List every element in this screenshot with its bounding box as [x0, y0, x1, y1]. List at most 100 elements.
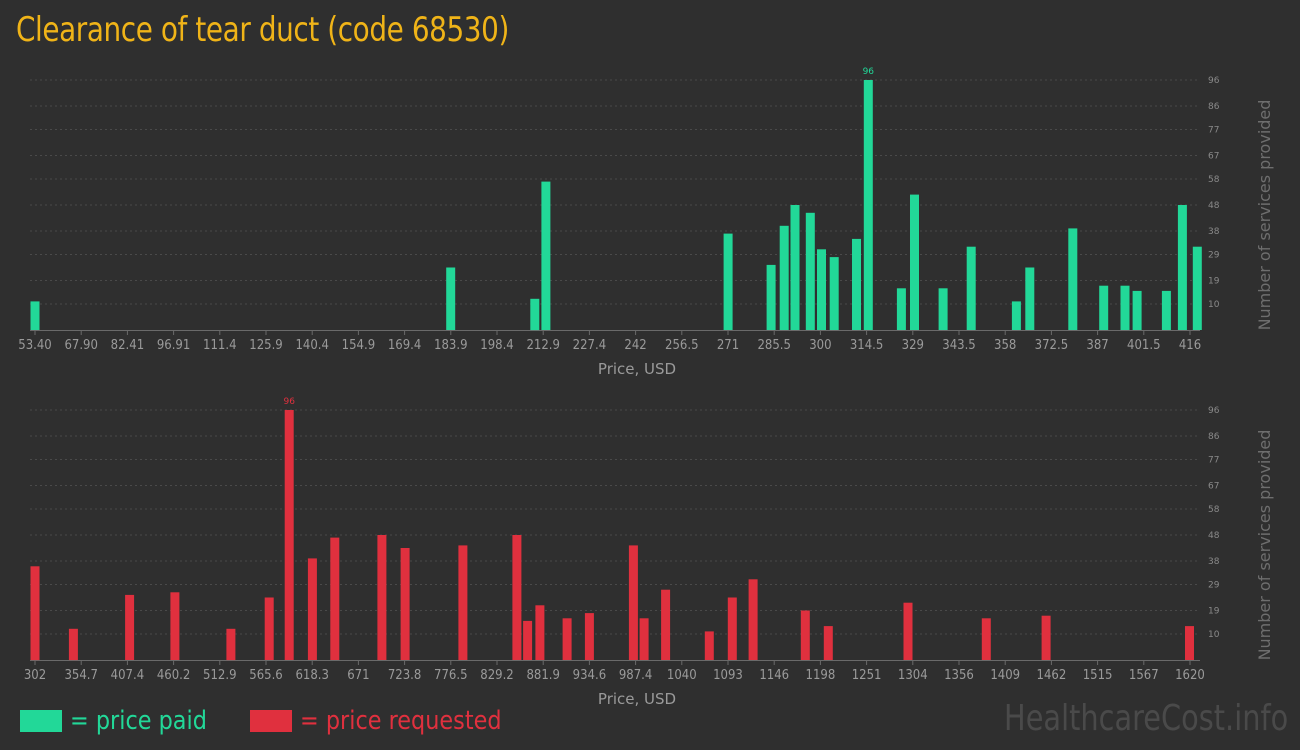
requested-x-tick-label: 1620: [1175, 668, 1205, 683]
requested-x-tick-label: 302: [24, 668, 46, 683]
paid-peak-label: 96: [863, 67, 875, 77]
requested-x-tick-label: 1040: [667, 668, 697, 683]
requested-bar: [704, 631, 714, 660]
requested-peak-label: 96: [283, 397, 295, 407]
paid-x-tick-label: 372.5: [1035, 338, 1068, 353]
requested-y-tick-label: 38: [1208, 557, 1220, 567]
paid-x-tick-label: 125.9: [249, 338, 282, 353]
paid-x-tick-label: 387: [1086, 338, 1108, 353]
requested-bar: [748, 579, 758, 660]
paid-x-tick-label: 82.41: [111, 338, 144, 353]
requested-x-tick-label: 776.5: [434, 668, 467, 683]
legend-swatch-requested: [250, 710, 292, 732]
paid-y-axis-label: Number of services provided: [1255, 100, 1274, 331]
paid-bar: [530, 298, 540, 331]
paid-bar: [1161, 290, 1171, 330]
paid-y-tick-label: 29: [1208, 250, 1220, 260]
paid-y-tick-label: 77: [1208, 125, 1219, 135]
paid-x-axis-label: Price, USD: [598, 360, 676, 378]
requested-bar: [639, 618, 649, 660]
requested-x-tick-label: 671: [347, 668, 369, 683]
paid-bar: [896, 288, 906, 330]
paid-x-tick-label: 96.91: [157, 338, 190, 353]
paid-bar: [1099, 285, 1109, 330]
requested-bar: [661, 589, 671, 660]
requested-x-tick-label: 1409: [990, 668, 1020, 683]
paid-x-tick-label: 401.5: [1127, 338, 1160, 353]
requested-x-tick-label: 1567: [1129, 668, 1159, 683]
paid-x-tick-label: 314.5: [850, 338, 883, 353]
requested-bar: [284, 410, 294, 660]
paid-x-tick-label: 242: [624, 338, 646, 353]
requested-bar: [903, 602, 913, 660]
paid-bar: [910, 194, 919, 330]
paid-x-tick-label: 154.9: [342, 338, 375, 353]
requested-x-tick-label: 565.6: [249, 668, 282, 683]
requested-x-tick-label: 460.2: [157, 668, 190, 683]
paid-x-tick-label: 140.4: [295, 338, 328, 353]
paid-y-tick-label: 38: [1208, 227, 1220, 237]
paid-x-tick-label: 416: [1179, 338, 1201, 353]
requested-bar: [30, 566, 40, 661]
paid-bar: [966, 246, 976, 330]
paid-bar: [1177, 205, 1187, 330]
requested-x-tick-label: 1304: [898, 668, 928, 683]
requested-bar: [800, 610, 810, 660]
paid-bar: [1025, 267, 1035, 330]
paid-bar: [1192, 246, 1202, 330]
requested-bar: [377, 535, 387, 660]
paid-x-tick-label: 300: [809, 338, 831, 353]
requested-x-tick-label: 407.4: [111, 668, 144, 683]
legend-swatch-paid: [20, 710, 62, 732]
requested-bar: [1041, 615, 1051, 660]
paid-bar: [779, 225, 789, 330]
paid-bar: [1011, 301, 1021, 330]
requested-x-tick-label: 881.9: [526, 668, 559, 683]
requested-x-tick-label: 934.6: [573, 668, 606, 683]
requested-x-tick-label: 1146: [759, 668, 789, 683]
page-title: Clearance of tear duct (code 68530): [16, 10, 509, 50]
requested-x-tick-label: 354.7: [64, 668, 97, 683]
paid-bar: [723, 233, 733, 330]
requested-y-tick-label: 67: [1208, 482, 1219, 492]
requested-y-axis-label: Number of services provided: [1255, 430, 1274, 661]
price-requested-chart: 10 19 29 38 48 58 67 77 86 96 302 354.7 407.4 460.2 51…: [24, 397, 1274, 708]
requested-y-tick-label: 77: [1208, 455, 1219, 465]
requested-y-tick-label: 48: [1208, 531, 1220, 541]
price-paid-chart: 10 19 29 38 48 58 67 77 86 96 53.40 67.90 82.41 96.91…: [18, 67, 1274, 378]
paid-y-tick-label: 19: [1208, 277, 1220, 287]
paid-y-tick-label: 48: [1208, 201, 1220, 211]
requested-x-tick-label: 618.3: [295, 668, 328, 683]
paid-bar: [805, 212, 815, 330]
paid-x-tick-label: 256.5: [665, 338, 698, 353]
paid-x-tick-label: 329: [902, 338, 924, 353]
requested-x-tick-label: 1515: [1083, 668, 1113, 683]
requested-bar: [981, 618, 991, 660]
requested-bar: [523, 620, 533, 660]
requested-x-tick-label: 829.2: [480, 668, 513, 683]
paid-bar: [1068, 228, 1078, 330]
paid-bar: [446, 267, 456, 330]
legend-label-paid: = price paid: [70, 706, 207, 736]
requested-bar: [307, 558, 317, 660]
paid-y-tick-label: 96: [1208, 76, 1220, 86]
requested-bar: [512, 535, 522, 660]
requested-x-tick-label: 1198: [806, 668, 836, 683]
requested-bar: [562, 618, 572, 660]
paid-y-tick-label: 67: [1208, 152, 1219, 162]
paid-y-tick-label: 86: [1208, 102, 1220, 112]
requested-x-tick-label: 1251: [852, 668, 882, 683]
requested-bar: [535, 605, 545, 660]
requested-bar: [170, 592, 180, 660]
paid-x-tick-label: 212.9: [526, 338, 559, 353]
requested-bar: [628, 545, 638, 660]
paid-y-tick-label: 10: [1208, 300, 1220, 310]
requested-bar: [125, 594, 135, 660]
paid-x-tick-label: 227.4: [573, 338, 606, 353]
requested-x-axis-label: Price, USD: [598, 690, 676, 708]
requested-bar: [68, 628, 78, 661]
paid-x-tick-label: 53.40: [18, 338, 51, 353]
paid-bar: [817, 249, 826, 330]
paid-x-tick-label: 111.4: [203, 338, 236, 353]
requested-y-tick-label: 19: [1208, 607, 1220, 617]
